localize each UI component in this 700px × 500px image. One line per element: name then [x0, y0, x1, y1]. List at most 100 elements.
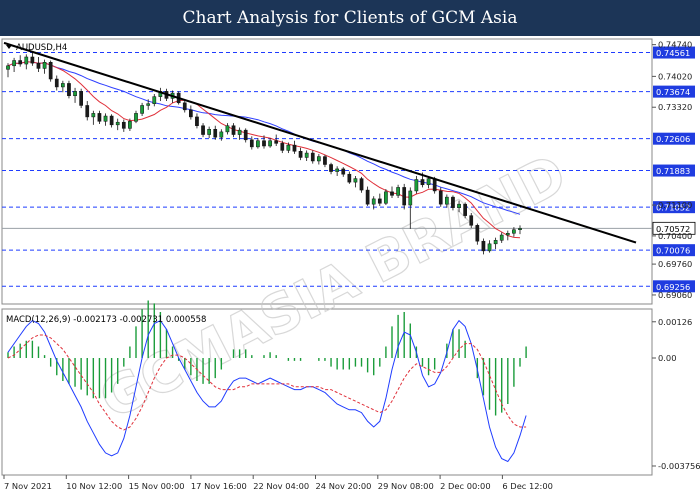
price-levels	[2, 52, 652, 287]
candle-body	[85, 105, 90, 118]
candle-body	[408, 190, 413, 206]
macd-tick-label: 0.00	[658, 353, 676, 363]
symbol-dropdown-icon[interactable]	[6, 45, 12, 49]
candle-body	[24, 56, 29, 65]
candle-body	[438, 190, 443, 205]
candle-body	[512, 229, 516, 234]
time-tick-label: 6 Dec 12:00	[502, 481, 553, 491]
candle-body	[457, 203, 461, 208]
candle-body	[97, 113, 102, 122]
candle-body	[469, 215, 474, 226]
candles	[6, 52, 522, 255]
price-tick-label: 0.70400	[658, 231, 692, 241]
candle-body	[292, 144, 297, 152]
level-tag-label: 0.69256	[656, 282, 690, 292]
candle-body	[499, 234, 504, 241]
macd-tick-label: -0.003756	[658, 461, 700, 471]
level-tag	[653, 164, 695, 177]
level-tag-label: 0.71052	[656, 203, 690, 213]
current-price-label: 0.70572	[656, 224, 690, 234]
candle-body	[73, 91, 77, 97]
level-tag-label: 0.71883	[656, 166, 690, 176]
candle-body	[225, 125, 230, 133]
level-tag-label: 0.74561	[656, 48, 690, 58]
candle-body	[451, 196, 455, 208]
candle-body	[353, 178, 358, 183]
candle-body	[152, 96, 157, 104]
candle-body	[286, 144, 291, 151]
candle-body	[103, 115, 108, 122]
candle-body	[371, 198, 376, 205]
candle-body	[298, 151, 303, 158]
candle-body	[365, 189, 370, 205]
time-tick-label: 29 Nov 08:00	[378, 481, 434, 491]
candle-body	[359, 178, 364, 191]
candle-body	[445, 196, 449, 205]
price-axis: 0.74561 0.73674 0.72606 0.71883 0.71052 0.700…	[652, 40, 696, 300]
current-price-tag	[652, 221, 696, 235]
candle-body	[146, 103, 151, 106]
candle-body	[67, 83, 71, 97]
macd-tick-label: 0.00126	[658, 317, 692, 327]
macd-group: 0.00126 0.00 -0.003756	[7, 300, 700, 471]
level-tag	[653, 244, 695, 257]
candle-body	[115, 121, 120, 126]
candle-body	[140, 105, 144, 114]
candle-body	[61, 83, 65, 88]
page-title: Chart Analysis for Clients of GCM Asia	[0, 0, 700, 36]
candle-body	[420, 179, 425, 186]
level-tag	[653, 132, 695, 145]
candle-body	[481, 240, 486, 252]
candle-body	[256, 140, 260, 148]
candle-body	[79, 91, 83, 106]
time-tick-label: 7 Nov 2021	[4, 481, 52, 491]
time-axis: 7 Nov 2021 10 Nov 12:00 15 Nov 00:00 17 Nov…	[3, 475, 553, 491]
candle-body	[323, 156, 327, 165]
candle-body	[30, 56, 35, 64]
candle-body	[54, 78, 59, 88]
candle-body	[249, 139, 254, 148]
candle-body	[384, 191, 388, 204]
candle-body	[182, 102, 187, 111]
candle-body	[432, 178, 437, 192]
candle-body	[213, 129, 218, 138]
candle-body	[396, 187, 400, 196]
signal-line	[7, 334, 527, 431]
candle-body	[219, 131, 224, 138]
price-tick-label: 0.74020	[658, 71, 692, 81]
candle-body	[134, 113, 138, 122]
price-tick-label: 0.73320	[658, 102, 692, 112]
time-tick-label: 10 Nov 12:00	[66, 481, 122, 491]
trendline-group	[3, 41, 637, 244]
macd-line	[7, 319, 527, 463]
level-tag	[653, 280, 695, 293]
candle-body	[475, 225, 480, 242]
price-panel-frame	[1, 38, 653, 305]
symbol-label: AUDUSD,H4	[16, 43, 67, 53]
candle-body	[317, 156, 321, 162]
candle-body	[377, 198, 382, 204]
candle-body	[487, 243, 492, 252]
level-tag-label: 0.70076	[656, 246, 690, 256]
time-tick-label: 24 Nov 20:00	[316, 481, 372, 491]
level-tag	[653, 46, 695, 59]
candle-body	[274, 140, 279, 144]
candle-body	[426, 178, 431, 186]
trendline	[3, 41, 637, 244]
candle-body	[414, 179, 419, 192]
candle-body	[237, 129, 242, 135]
candle-body	[231, 125, 236, 135]
time-tick-label: 15 Nov 00:00	[129, 481, 185, 491]
candle-body	[48, 62, 53, 80]
candle-body	[12, 60, 16, 67]
candle-body	[243, 129, 248, 141]
candle-body	[189, 109, 193, 118]
price-tick-label: 0.71100	[658, 200, 692, 210]
candle-body	[329, 164, 333, 172]
candle-body	[109, 115, 114, 126]
level-tag	[653, 201, 695, 214]
candle-body	[18, 60, 23, 65]
price-tick-label: 0.69060	[658, 290, 692, 300]
candle-body	[207, 129, 211, 135]
price-tick-label: 0.69760	[658, 259, 692, 269]
